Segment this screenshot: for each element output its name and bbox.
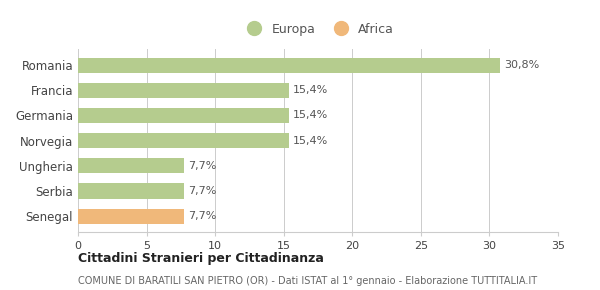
Bar xyxy=(78,108,289,123)
Bar xyxy=(78,209,184,224)
Bar xyxy=(78,83,289,98)
Text: 30,8%: 30,8% xyxy=(505,60,540,70)
Text: COMUNE DI BARATILI SAN PIETRO (OR) - Dati ISTAT al 1° gennaio - Elaborazione TUT: COMUNE DI BARATILI SAN PIETRO (OR) - Dat… xyxy=(78,276,537,286)
Text: 15,4%: 15,4% xyxy=(293,110,329,120)
Bar xyxy=(78,184,184,199)
Bar xyxy=(78,158,184,173)
Text: 7,7%: 7,7% xyxy=(188,211,216,221)
Bar xyxy=(78,58,500,73)
Bar xyxy=(78,133,289,148)
Text: 7,7%: 7,7% xyxy=(188,186,216,196)
Text: 15,4%: 15,4% xyxy=(293,136,329,146)
Text: 15,4%: 15,4% xyxy=(293,85,329,95)
Text: 7,7%: 7,7% xyxy=(188,161,216,171)
Text: Cittadini Stranieri per Cittadinanza: Cittadini Stranieri per Cittadinanza xyxy=(78,253,324,265)
Legend: Europa, Africa: Europa, Africa xyxy=(238,19,398,39)
